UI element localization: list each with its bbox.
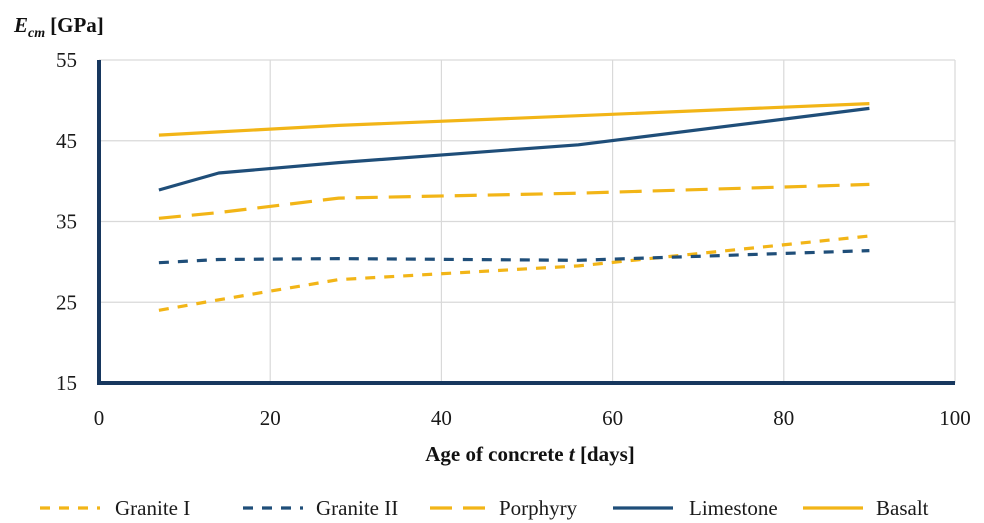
x-tick-labels: 0 20 40 60 80 100 [94,406,971,430]
y-tick-label: 55 [56,48,77,72]
y-axis-title-sub: cm [28,26,45,41]
y-tick-label: 35 [56,210,77,234]
legend-label: Limestone [689,496,778,520]
y-axis-title-main: E [13,13,28,37]
x-tick-label: 80 [773,406,794,430]
x-axis-title-prefix: Age of concrete [425,442,569,466]
series-line-granite-ii [158,249,870,265]
legend-label: Granite II [316,496,398,520]
legend-label: Porphyry [499,496,578,520]
legend: Granite I Granite II Porphyry Limestone Basa… [40,496,929,520]
x-axis-title: Age of concrete t [days] [425,442,635,466]
x-tick-label: 0 [94,406,105,430]
legend-label: Basalt [876,496,929,520]
series-line-limestone [158,106,870,192]
y-axis-title-unit: [GPa] [50,13,104,37]
x-tick-label: 100 [939,406,971,430]
gridlines [98,59,956,384]
series-line-basalt [158,102,870,137]
x-tick-label: 60 [602,406,623,430]
x-tick-label: 40 [431,406,452,430]
y-tick-label: 45 [56,129,77,153]
series-line-granite-i [158,234,870,312]
y-tick-labels: 15 25 35 45 55 [56,48,77,395]
y-axis-title: Ecm [GPa] [13,13,104,41]
x-axis-title-suffix: [days] [575,442,635,466]
x-axis-title-var: t [569,442,576,466]
y-tick-label: 15 [56,371,77,395]
legend-label: Granite I [115,496,190,520]
x-tick-label: 20 [260,406,281,430]
series-lines [158,102,870,312]
axes [97,60,955,385]
y-tick-label: 25 [56,290,77,314]
series-line-porphyry [158,182,870,220]
